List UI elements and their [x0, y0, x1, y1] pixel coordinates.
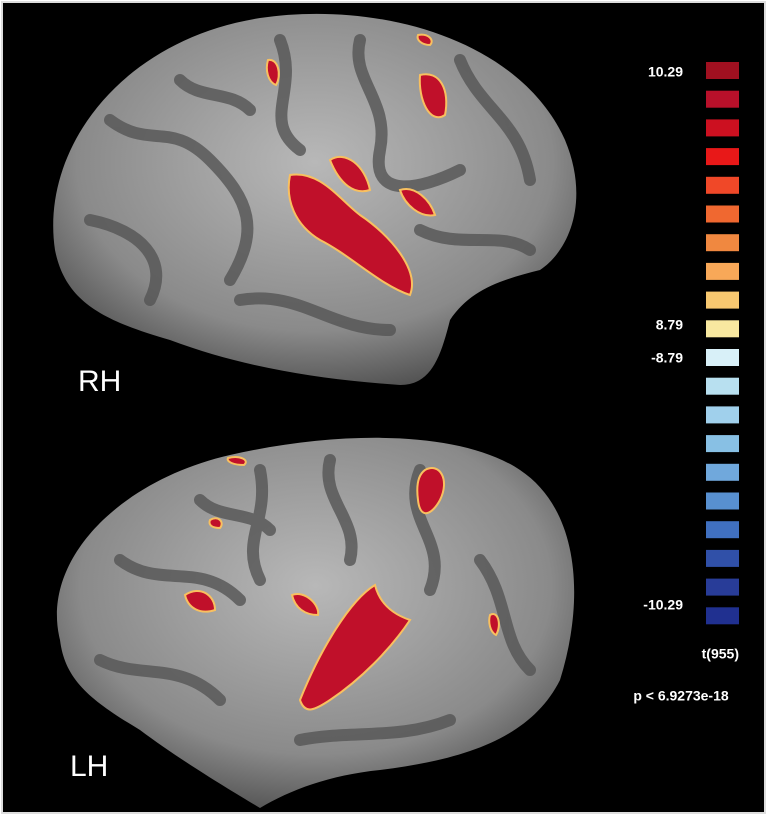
colorbar-swatch [706, 578, 739, 596]
colorbar-tick-label: 8.79 [656, 317, 683, 333]
colorbar-swatch [706, 435, 739, 453]
colorbar-swatch [706, 119, 739, 137]
colorbar-swatch [706, 291, 739, 309]
colorbar-tick-label: -8.79 [651, 350, 683, 366]
colorbar [706, 62, 739, 625]
colorbar-swatch [706, 377, 739, 395]
colorbar-swatch [706, 320, 739, 338]
colorbar-swatch [706, 607, 739, 625]
threshold-label: p < 6.9273e-18 [633, 688, 729, 704]
colorbar-swatch [706, 463, 739, 481]
colorbar-swatch [706, 521, 739, 539]
colorbar-swatch [706, 349, 739, 366]
hemisphere-label: RH [78, 365, 121, 398]
hemisphere-label: LH [70, 750, 108, 783]
left-hemisphere: LH [56, 437, 575, 808]
colorbar-swatch [706, 234, 739, 252]
colorbar-swatch [706, 549, 739, 567]
colorbar-swatch [706, 205, 739, 223]
colorbar-swatch [706, 90, 739, 108]
colorbar-swatch [706, 262, 739, 280]
colorbar-swatch [706, 492, 739, 510]
right-hemisphere: RH [53, 13, 577, 398]
statistic-label: t(955) [702, 646, 739, 662]
colorbar-tick-label: 10.29 [648, 64, 683, 80]
colorbar-swatch [706, 176, 739, 194]
colorbar-swatch [706, 148, 739, 166]
colorbar-tick-label: -10.29 [643, 597, 683, 613]
colorbar-swatch [706, 62, 739, 79]
colorbar-swatch [706, 406, 739, 424]
